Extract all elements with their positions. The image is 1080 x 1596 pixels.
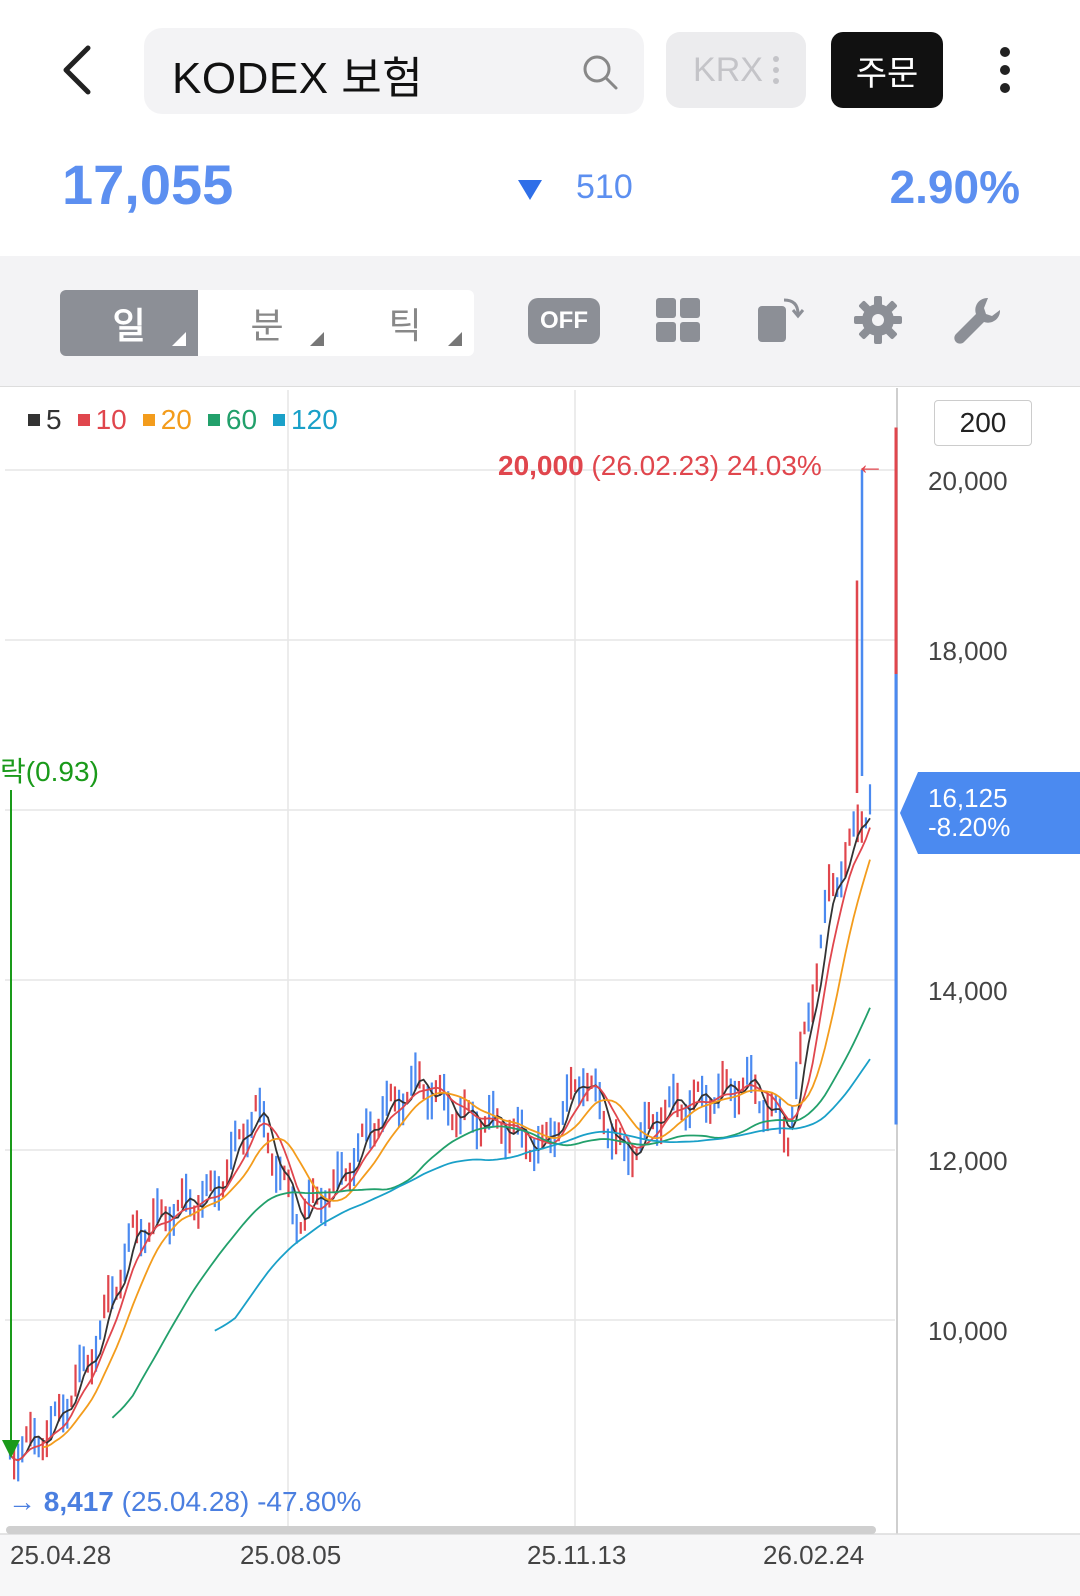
more-menu-button[interactable]: [990, 40, 1020, 100]
legend-ma10: 10: [77, 404, 127, 436]
price-chart[interactable]: [0, 388, 1080, 1596]
legend-ma20: 20: [142, 404, 192, 436]
high-price: 20,000: [498, 450, 584, 481]
high-pct: 24.03%: [726, 450, 822, 481]
ma10-line: [9, 827, 871, 1462]
tab-label: 분: [250, 305, 284, 346]
chart-toolbar: 일 분 틱 OFF: [0, 256, 1080, 387]
high-price-note: 20,000 (26.02.23) 24.03%: [498, 450, 822, 482]
legend-label: 120: [291, 404, 338, 435]
ma120-line: [214, 1058, 871, 1332]
low-pct: -47.80%: [257, 1486, 362, 1517]
high-date: (26.02.23): [591, 450, 720, 481]
green-down-triangle-icon: [2, 1440, 20, 1458]
tag-pct: -8.20%: [928, 812, 1011, 842]
rotate-screen-icon[interactable]: [754, 294, 806, 346]
indicator-toggle-button[interactable]: OFF: [528, 298, 600, 344]
exchange-selector[interactable]: KRX: [666, 32, 806, 108]
legend-ma60: 60: [207, 404, 258, 436]
low-price: 8,417: [43, 1486, 114, 1517]
x-tick-label: 26.02.24: [763, 1540, 865, 1570]
ma20-line: [42, 859, 871, 1449]
low-date: (25.04.28): [121, 1486, 250, 1517]
tab-daily[interactable]: 일: [60, 290, 198, 356]
x-axis-band: [0, 1534, 1080, 1596]
search-input[interactable]: KODEX 보험: [144, 28, 644, 114]
y-tick-label: 12,000: [928, 1146, 1008, 1176]
scroll-bar: [6, 1526, 876, 1534]
arrow-right-icon: →: [8, 1486, 36, 1517]
price-change: 510: [576, 168, 633, 206]
order-button[interactable]: 주문: [831, 32, 943, 108]
x-tick-label: 25.08.05: [240, 1540, 342, 1570]
chevron-left-icon: [63, 45, 91, 95]
legend-label: 5: [46, 404, 62, 435]
tab-label: 일: [112, 305, 146, 346]
period-count-input[interactable]: 200: [934, 400, 1032, 446]
legend-label: 20: [160, 404, 192, 435]
current-price: 17,055: [62, 153, 234, 216]
ma60-line: [111, 1007, 871, 1419]
ma5-line: [9, 817, 871, 1462]
tab-label: 틱: [388, 305, 422, 346]
search-text: KODEX 보험: [172, 54, 424, 103]
tag-price: 16,125: [928, 783, 1008, 813]
period-tabs: 일 분 틱: [60, 290, 474, 356]
legend-ma5: 5: [28, 404, 62, 436]
x-tick-label: 25.11.13: [527, 1540, 627, 1570]
gear-icon[interactable]: [852, 294, 904, 346]
arrow-left-icon: ←: [855, 448, 885, 481]
price-change-percent: 2.90%: [889, 161, 1020, 213]
back-button[interactable]: [50, 40, 110, 100]
kebab-icon: [772, 56, 779, 84]
exchange-label: KRX: [693, 50, 763, 89]
y-tick-label: 18,000: [928, 636, 1008, 666]
current-price-tag: 16,125 -8.20%: [900, 772, 1080, 854]
wrench-icon[interactable]: [952, 294, 1004, 346]
tab-tick[interactable]: 틱: [336, 290, 474, 356]
moving-average-legend: 5 10 20 60 120: [28, 404, 338, 436]
search-icon: [583, 55, 618, 90]
ex-rights-note: 락(0.93): [0, 756, 99, 787]
layout-grid-icon[interactable]: [652, 294, 704, 346]
down-triangle-icon: [518, 180, 542, 200]
y-tick-label: 14,000: [928, 976, 1008, 1006]
legend-ma120: 120: [273, 404, 338, 436]
legend-label: 10: [95, 404, 127, 435]
y-tick-label: 20,000: [928, 466, 1008, 496]
x-tick-label: 25.04.28: [10, 1540, 112, 1570]
tab-minute[interactable]: 분: [198, 290, 336, 356]
legend-label: 60: [225, 404, 258, 435]
low-price-note: → 8,417 (25.04.28) -47.80%: [8, 1486, 361, 1518]
y-tick-label: 10,000: [928, 1316, 1008, 1346]
